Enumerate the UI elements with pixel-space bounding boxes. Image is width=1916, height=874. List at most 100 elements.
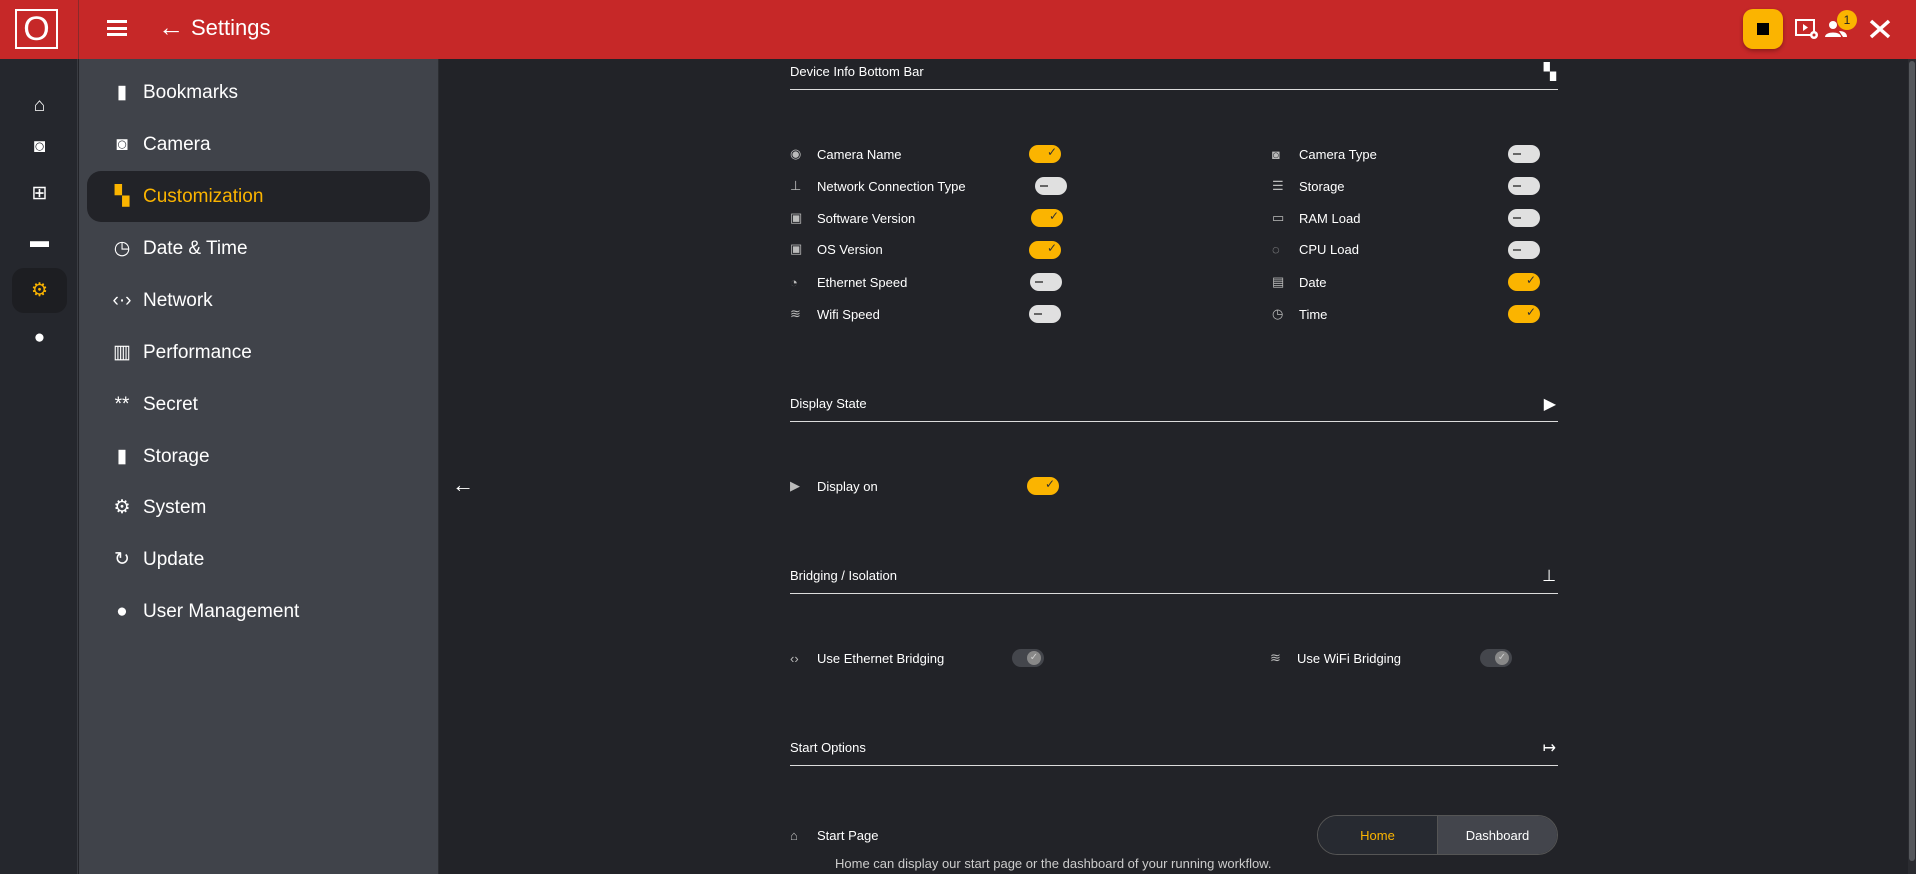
toggle-cpu-load[interactable] (1508, 241, 1540, 259)
setting-start-page: ⌂ Start Page (790, 824, 878, 846)
rail-home-icon[interactable]: ⌂ (33, 95, 46, 116)
section-title: Device Info Bottom Bar (790, 64, 924, 79)
clock-icon: ◷ (1272, 306, 1284, 321)
toggle-storage[interactable] (1508, 177, 1540, 195)
toggle-camera-type[interactable] (1508, 145, 1540, 163)
home-icon: ⌂ (790, 827, 798, 843)
toggle-os-version[interactable] (1029, 241, 1061, 259)
sidebar-item-secret[interactable]: ** Secret (87, 379, 430, 430)
wifi-icon: ≋ (790, 306, 801, 321)
router-icon: ⊥ (790, 178, 802, 193)
sidebar-item-label: Storage (143, 445, 210, 467)
sidebar-item-camera[interactable]: ◙ Camera (87, 119, 430, 170)
speedometer-icon: ◔ (790, 274, 798, 290)
storage-icon: ☰ (1272, 178, 1284, 193)
ethernet-icon: ‹› (790, 650, 799, 666)
section-header-start-options: Start Options ↦ (790, 740, 1558, 766)
collapse-arrow-icon[interactable]: ← (452, 472, 474, 497)
sidebar-item-label: Customization (143, 185, 264, 207)
nav-rail: ⌂ ◙ ⊞ ▬ ⚙ ● (0, 59, 78, 874)
setting-label: Camera Type (1299, 146, 1377, 162)
section-title: Start Options (790, 740, 866, 755)
setting-label: Ethernet Speed (817, 274, 908, 290)
rail-gear-icon[interactable]: ⚙ (12, 268, 67, 313)
setting-camera-type: ◙ Camera Type (1272, 143, 1377, 165)
sidebar-item-network[interactable]: ‹·› Network (87, 275, 430, 326)
toggle-time[interactable] (1508, 305, 1540, 323)
toggle-camera-name[interactable] (1029, 145, 1061, 163)
scrollbar-thumb[interactable] (1909, 61, 1915, 861)
stop-button[interactable] (1743, 9, 1783, 49)
stop-icon (1757, 23, 1769, 35)
settings-sidebar: ▮ Bookmarks ◙ Camera ▚ Customization ◷ Date … (79, 59, 439, 874)
option-home[interactable]: Home (1318, 816, 1438, 854)
divider (78, 0, 79, 59)
toggle-ram-load[interactable] (1508, 209, 1540, 227)
users-icon[interactable] (1824, 18, 1848, 40)
notification-badge: 1 (1837, 10, 1857, 30)
section-header-display-state: Display State ▶ (790, 396, 1558, 422)
setting-label: Use Ethernet Bridging (817, 650, 945, 666)
setting-label: Use WiFi Bridging (1297, 650, 1402, 666)
sidebar-item-customization[interactable]: ▚ Customization (87, 171, 430, 222)
sidebar-item-label: Update (143, 548, 205, 570)
section-title: Bridging / Isolation (790, 568, 897, 583)
toggle-ethernet-bridging[interactable] (1012, 649, 1044, 667)
sidebar-item-label: Secret (143, 393, 198, 415)
rail-workflow-icon[interactable]: ⊞ (31, 183, 48, 204)
toggle-wifi-speed[interactable] (1029, 305, 1061, 323)
calendar-icon: ▤ (1272, 274, 1285, 289)
rail-camera-icon[interactable]: ◙ (33, 136, 46, 157)
sidebar-item-label: Performance (143, 341, 252, 363)
sidebar-item-performance[interactable]: ▥ Performance (87, 327, 430, 378)
scrollbar[interactable] (1908, 59, 1916, 874)
aperture-icon: ◉ (790, 146, 802, 161)
play-box-icon: ▶ (790, 478, 800, 493)
chart-icon: ▥ (113, 342, 131, 363)
sidebar-item-bookmarks[interactable]: ▮ Bookmarks (87, 67, 430, 118)
users-icon: ● (116, 600, 128, 622)
sidebar-item-label: Bookmarks (143, 81, 239, 103)
section-header-bridging: Bridging / Isolation ⊥ (790, 568, 1558, 594)
terminal-icon: ▣ (790, 210, 803, 225)
start-page-description: Home can display our start page or the d… (835, 856, 1272, 871)
video-settings-icon[interactable] (1795, 18, 1819, 40)
sidebar-item-label: Camera (143, 133, 211, 155)
terminal-icon: ▣ (790, 241, 803, 256)
option-dashboard[interactable]: Dashboard (1438, 816, 1557, 854)
app-header: O ← Settings 1 (0, 0, 1916, 59)
sidebar-item-update[interactable]: ↻ Update (87, 534, 430, 585)
sidebar-item-storage[interactable]: ▮ Storage (87, 431, 430, 482)
camera-icon: ◙ (1272, 146, 1280, 162)
monitor-icon: ▭ (1272, 210, 1285, 225)
rail-alert-icon[interactable]: ● (33, 327, 46, 348)
setting-label: Time (1299, 306, 1328, 322)
setting-date: ▤ Date (1272, 271, 1326, 293)
page-title: Settings (191, 15, 271, 40)
login-arrow-icon: ↦ (1542, 740, 1556, 757)
setting-wifi-bridging: ≋ Use WiFi Bridging (1270, 647, 1401, 669)
password-icon: ** (114, 393, 130, 415)
setting-label: Display on (817, 478, 878, 494)
setting-label: RAM Load (1299, 210, 1361, 226)
app-logo[interactable]: O (15, 9, 58, 49)
setting-camera-name: ◉ Camera Name (790, 143, 902, 165)
back-arrow-icon[interactable]: ← (158, 12, 184, 42)
sidebar-item-user-management[interactable]: ● User Management (87, 586, 430, 637)
toggle-display-on[interactable] (1027, 477, 1059, 495)
sidebar-item-label: Network (143, 289, 213, 311)
tools-icon[interactable] (1868, 18, 1892, 40)
setting-ethernet-speed: ◔ Ethernet Speed (790, 271, 907, 293)
cpu-load-icon: ◌ (1272, 241, 1280, 257)
toggle-software-version[interactable] (1031, 209, 1063, 227)
toggle-network-connection-type[interactable] (1035, 177, 1067, 195)
rail-folder-icon[interactable]: ▬ (30, 231, 49, 252)
setting-label: Wifi Speed (817, 306, 880, 322)
toggle-wifi-bridging[interactable] (1480, 649, 1512, 667)
toggle-date[interactable] (1508, 273, 1540, 291)
sidebar-item-date-time[interactable]: ◷ Date & Time (87, 223, 430, 274)
toggle-ethernet-speed[interactable] (1030, 273, 1062, 291)
menu-icon[interactable] (107, 20, 127, 36)
sidebar-item-system[interactable]: ⚙ System (87, 482, 430, 533)
start-page-selector: Home Dashboard (1317, 815, 1558, 855)
